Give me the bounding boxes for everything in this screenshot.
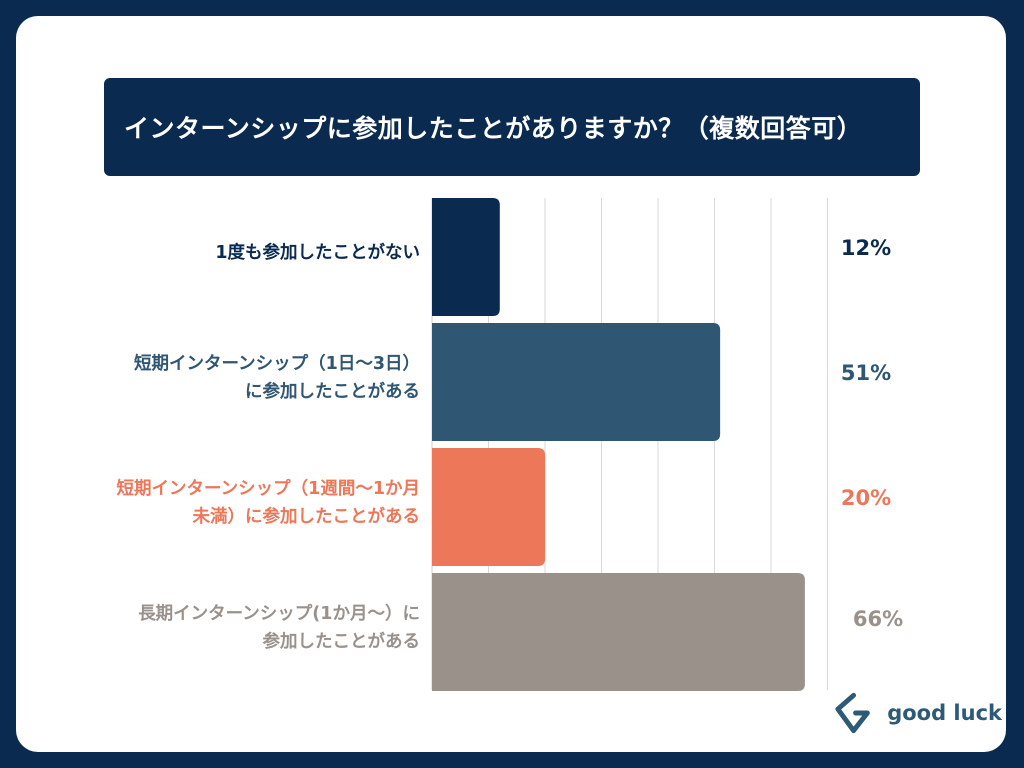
category-label: 短期インターンシップ（1週間〜1か月 <box>117 478 420 499</box>
category-label: 未満）に参加したことがある <box>193 506 421 527</box>
data-label: 51% <box>841 361 891 385</box>
title-banner: インターンシップに参加したことがありますか？（複数回答可） <box>104 78 920 176</box>
category-label: 長期インターンシップ(1か月〜）に <box>138 603 420 624</box>
category-label: 1度も参加したことがない <box>215 242 420 263</box>
data-label: 12% <box>841 236 891 260</box>
category-label: に参加したことがある <box>245 381 420 402</box>
data-label: 66% <box>853 607 903 631</box>
chart-title: インターンシップに参加したことがありますか？（複数回答可） <box>124 114 863 143</box>
bar <box>432 573 805 691</box>
good-luck-logo-icon <box>835 692 870 734</box>
data-label: 20% <box>841 486 891 510</box>
category-label: 短期インターンシップ（1日〜3日） <box>134 353 420 374</box>
category-label: 参加したことがある <box>263 631 421 652</box>
brand-name: good luck <box>887 701 1002 725</box>
bar <box>432 198 500 316</box>
bar <box>432 448 545 566</box>
brand-logo: good luck <box>832 690 1002 736</box>
bar <box>432 323 721 441</box>
